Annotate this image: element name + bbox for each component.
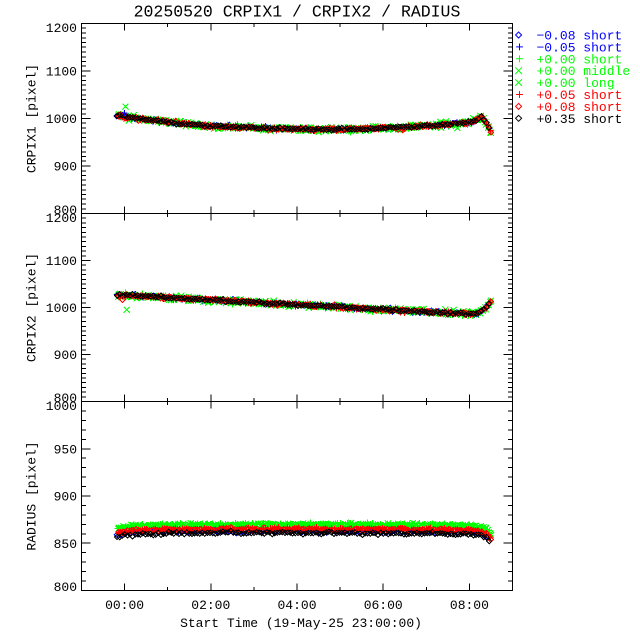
svg-text:1000: 1000: [46, 301, 77, 316]
svg-text:1000: 1000: [46, 112, 77, 127]
svg-text:08:00: 08:00: [450, 598, 489, 613]
svg-text:800: 800: [54, 580, 77, 595]
svg-text:900: 900: [54, 490, 77, 505]
svg-text:1100: 1100: [46, 65, 77, 80]
svg-text:06:00: 06:00: [364, 598, 403, 613]
svg-text:950: 950: [54, 442, 77, 457]
svg-text:04:00: 04:00: [277, 598, 316, 613]
svg-text:−0.05 short: −0.05 short: [537, 40, 623, 55]
svg-text:+0.08 short: +0.08 short: [537, 100, 623, 115]
svg-text:20250520 CRPIX1 / CRPIX2 / RAD: 20250520 CRPIX1 / CRPIX2 / RADIUS: [134, 3, 461, 22]
svg-text:800: 800: [54, 391, 77, 406]
svg-text:1100: 1100: [46, 254, 77, 269]
svg-text:+0.00 middle: +0.00 middle: [537, 64, 631, 79]
svg-text:900: 900: [54, 160, 77, 175]
svg-text:Start Time (19-May-25 23:00:00: Start Time (19-May-25 23:00:00): [180, 616, 422, 631]
svg-text:CRPIX1 [pixel]: CRPIX1 [pixel]: [25, 64, 40, 173]
svg-text:−0.08 short: −0.08 short: [537, 29, 623, 44]
svg-text:1000: 1000: [46, 399, 77, 414]
svg-text:850: 850: [54, 537, 77, 552]
svg-text:02:00: 02:00: [191, 598, 230, 613]
svg-text:1200: 1200: [46, 211, 77, 226]
svg-text:RADIUS [pixel]: RADIUS [pixel]: [25, 441, 40, 550]
svg-text:+0.35 short: +0.35 short: [537, 112, 623, 127]
svg-text:+0.05 short: +0.05 short: [537, 88, 623, 103]
svg-text:+0.00 short: +0.00 short: [537, 52, 623, 67]
svg-text:CRPIX2 [pixel]: CRPIX2 [pixel]: [25, 253, 40, 362]
svg-text:+0.00 long: +0.00 long: [537, 76, 615, 91]
svg-text:1200: 1200: [46, 21, 77, 36]
svg-text:900: 900: [54, 348, 77, 363]
svg-text:00:00: 00:00: [105, 598, 144, 613]
svg-text:800: 800: [54, 203, 77, 218]
